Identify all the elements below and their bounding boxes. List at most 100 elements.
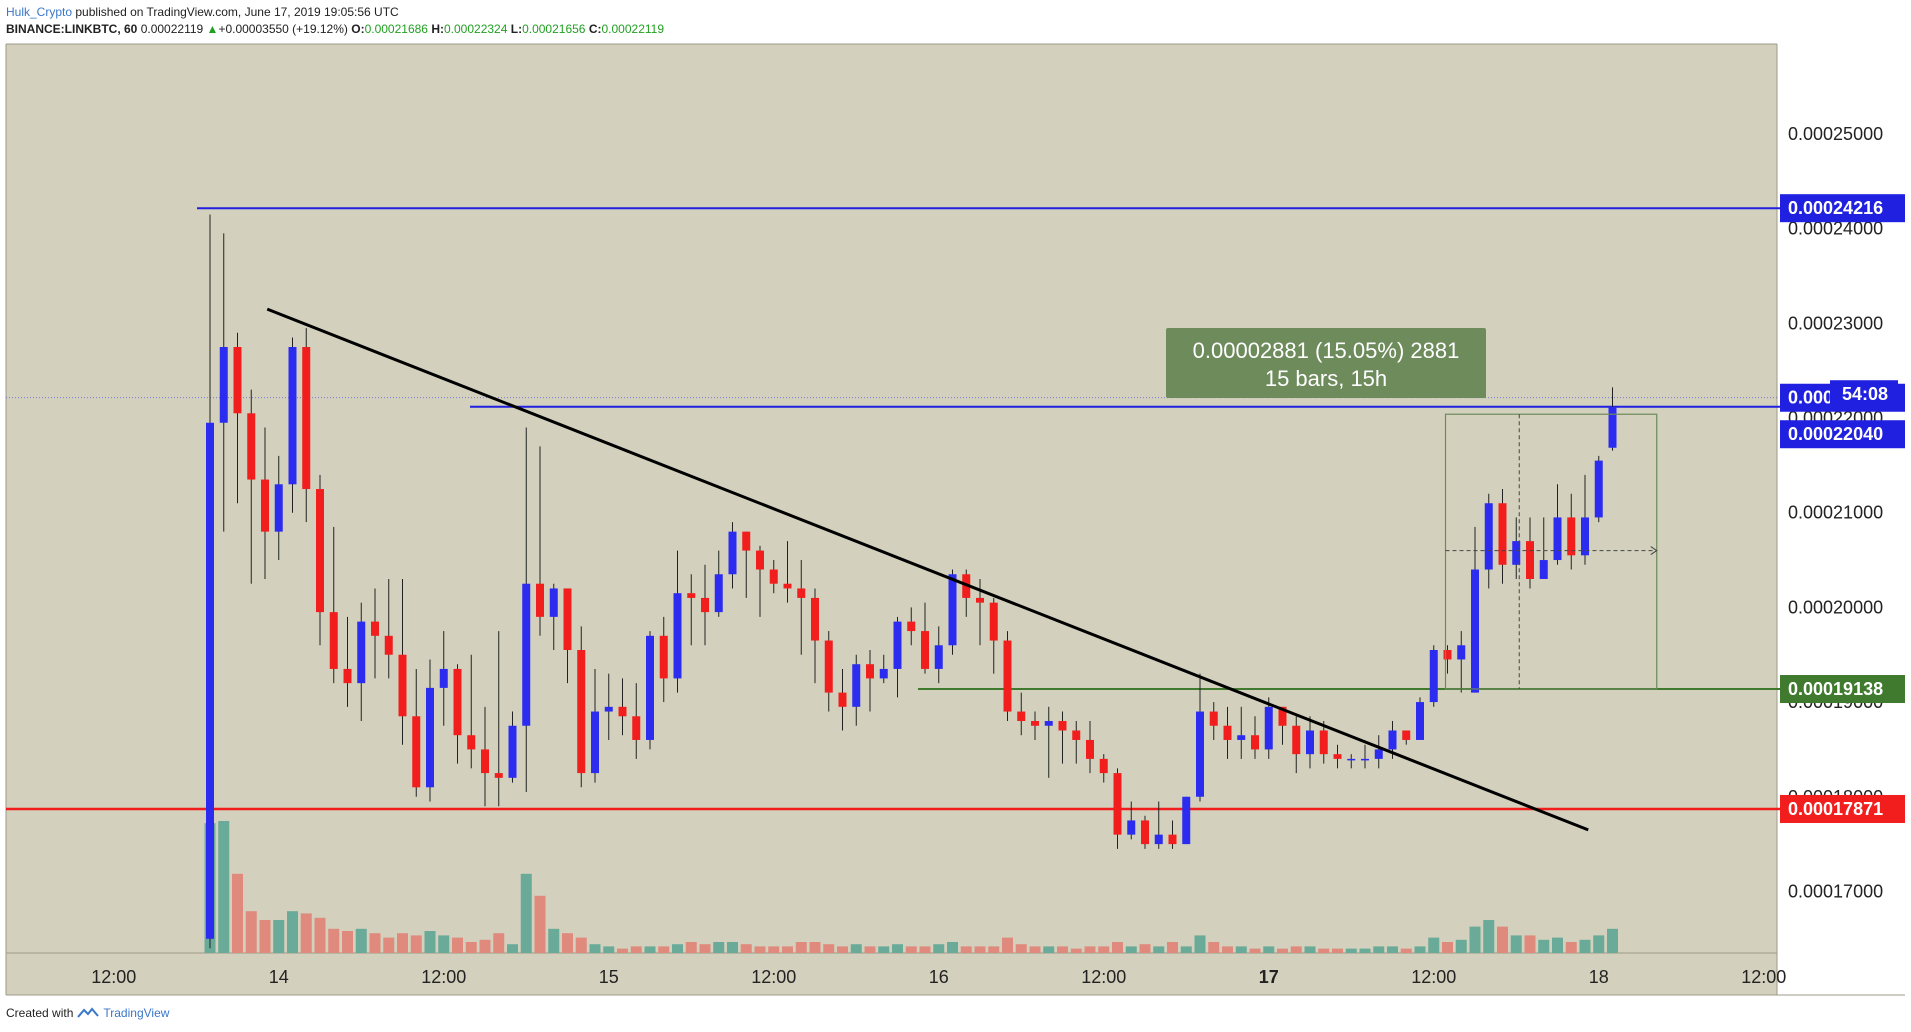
candle <box>1484 493 1493 589</box>
low-value: 0.00021656 <box>522 22 586 36</box>
tradingview-link[interactable]: TradingView <box>103 1006 170 1020</box>
open-label: O: <box>351 22 365 36</box>
volume-bar <box>795 942 807 953</box>
footer: Created with TradingView <box>6 1006 169 1020</box>
candle <box>618 678 627 736</box>
candle <box>371 588 379 679</box>
volume-bar <box>562 933 573 953</box>
volume-bar <box>355 928 367 953</box>
resistance-tag <box>1780 194 1905 223</box>
x-tick-label: 12:00 <box>1411 967 1456 987</box>
candle-body <box>1003 640 1012 712</box>
volume-bar <box>699 944 711 953</box>
candle-body <box>921 631 929 669</box>
candle <box>769 560 778 594</box>
support-green-tag <box>1780 675 1905 704</box>
candle <box>494 631 503 807</box>
candle <box>1471 526 1479 693</box>
candle-body <box>728 531 737 575</box>
volume-bar <box>1332 948 1343 953</box>
candle-body <box>1209 711 1218 726</box>
volume-bar <box>1442 942 1453 953</box>
volume-bar <box>1552 937 1563 953</box>
candle-body <box>1471 569 1479 693</box>
candle <box>247 389 256 584</box>
volume-bar <box>864 946 876 953</box>
volume-bar <box>617 948 628 953</box>
candle-body <box>1416 702 1424 740</box>
volume-bar <box>1593 935 1605 953</box>
candle-body <box>1333 754 1342 759</box>
volume-bar <box>1428 937 1440 953</box>
candle-body <box>1264 706 1273 750</box>
volume-bar <box>520 873 532 953</box>
candle <box>742 531 751 598</box>
author-link[interactable]: Hulk_Crypto <box>6 5 73 19</box>
candle-body <box>1388 730 1397 750</box>
x-tick-label: 12:00 <box>421 967 466 987</box>
candle-body <box>1237 735 1246 740</box>
candle-body <box>907 621 916 632</box>
candle <box>1374 735 1383 769</box>
volume-bar <box>1139 944 1151 953</box>
volume-bar <box>1387 946 1398 953</box>
descending-trendline <box>266 307 1589 832</box>
candle-body <box>1361 758 1369 761</box>
candle-body <box>604 706 613 712</box>
volume-bar <box>933 944 945 953</box>
price-chart[interactable]: 0.00002881 (15.05%) 2881 15 bars, 15h 0.00… <box>0 0 1911 1000</box>
candle-body <box>1526 541 1534 579</box>
candle <box>1512 517 1521 579</box>
candle-body <box>316 489 324 613</box>
candle <box>1113 768 1122 849</box>
candle <box>1581 474 1589 565</box>
high-label: H: <box>431 22 444 36</box>
countdown-tag <box>1830 380 1898 409</box>
candle-body <box>1512 541 1521 565</box>
volume-bar <box>1249 948 1261 953</box>
y-tick-label: 0.00017000 <box>1788 881 1883 901</box>
candle <box>1526 517 1534 589</box>
candle-body <box>934 645 943 669</box>
volume-bar <box>383 937 395 953</box>
volume-bar <box>1304 946 1316 953</box>
x-tick-label: 12:00 <box>751 967 796 987</box>
up-arrow-icon: ▲ <box>206 22 219 36</box>
candle <box>1017 692 1026 736</box>
volume-bar <box>1579 939 1591 953</box>
volume-bar <box>713 942 725 953</box>
volume-bar <box>479 939 491 953</box>
candle-body <box>1608 406 1617 448</box>
volume-bar <box>754 946 766 953</box>
volume-bar <box>589 944 601 953</box>
volume-bar <box>1194 935 1206 953</box>
candle <box>811 588 819 684</box>
candle <box>948 569 957 655</box>
candle <box>1416 697 1424 740</box>
candle <box>659 616 668 703</box>
candle <box>1443 645 1452 674</box>
candle-body <box>384 635 393 655</box>
candle-body <box>1347 758 1356 761</box>
volume-bar <box>1084 946 1096 953</box>
volume-bar <box>672 944 683 953</box>
candle <box>879 654 888 684</box>
volume-bar <box>782 946 793 953</box>
candle <box>453 664 462 764</box>
low-label: L: <box>510 22 523 36</box>
candle-body <box>439 668 448 688</box>
volume-bar <box>727 942 738 953</box>
candle-body <box>1223 725 1232 740</box>
candle-body <box>687 593 696 598</box>
volume-bar <box>369 933 381 953</box>
candle-body <box>563 588 572 650</box>
support-tag <box>1780 794 1905 823</box>
mid-level-tag-label: 0.00022040 <box>1788 424 1883 444</box>
volume-bar <box>287 911 298 953</box>
candle <box>426 659 434 802</box>
candle-body <box>893 621 902 669</box>
published-text: published on TradingView.com, June 17, 2… <box>75 5 399 19</box>
candle <box>907 607 916 646</box>
volume-bar <box>1222 946 1233 953</box>
candle <box>934 626 943 684</box>
